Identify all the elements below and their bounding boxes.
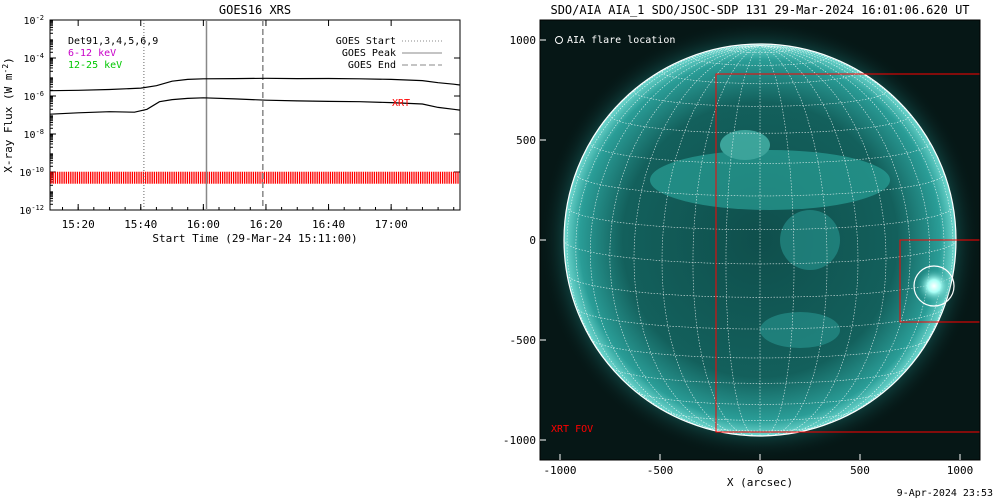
xrt-observation-band: [50, 171, 459, 184]
active-region-north: [720, 130, 770, 160]
goes-x-tick-label: 16:00: [187, 218, 220, 231]
aia-y-axis: -1000 -500 0 500 1000: [503, 34, 546, 447]
grid-longitude-line: [759, 45, 945, 426]
goes-y-tick-exp: -4: [36, 52, 44, 60]
aia-y-tick-label: 0: [529, 234, 536, 247]
grid-latitude-line: [610, 366, 910, 384]
aia-y-tick-label: 500: [516, 134, 536, 147]
goes-y-tick-base: 10: [19, 206, 31, 217]
goes-legend-left-item: Det91,3,4,5,6,9: [68, 36, 158, 47]
goes-x-tick-label: 17:00: [375, 218, 408, 231]
grid-longitude-line: [589, 45, 761, 432]
aia-x-axis: -1000 -500 0 500 1000: [543, 454, 973, 477]
goes-y-tick-label: 10-12: [19, 204, 44, 217]
aia-x-tick-label: 1000: [947, 464, 974, 477]
grid-longitude-line: [564, 45, 761, 241]
goes-long-channel-line: [50, 77, 460, 92]
heliographic-grid: [564, 45, 956, 436]
goes-y-tick-exp: -6: [36, 90, 44, 98]
goes-y-tick-exp: -8: [36, 128, 44, 136]
goes-short-channel-line: [50, 97, 460, 115]
aia-x-tick-label: 0: [757, 464, 764, 477]
grid-latitude-line: [633, 90, 887, 107]
goes-legend-left-item: 6-12 keV: [68, 48, 116, 59]
xrt-label: XRT: [392, 98, 410, 109]
goes-y-tick-label: 10-4: [24, 52, 44, 65]
goes-y-tick-exp: -12: [31, 204, 44, 212]
active-region-south: [760, 312, 840, 348]
aia-y-tick-label: -1000: [503, 434, 536, 447]
grid-longitude-line: [759, 45, 795, 436]
aia-x-tick-label: -500: [647, 464, 674, 477]
goes-x-tick-label: 15:40: [124, 218, 157, 231]
aia-flare-location-marker: [913, 265, 955, 307]
goes-time-markers: [143, 20, 264, 210]
aia-y-tick-label: -500: [510, 334, 537, 347]
goes-x-tick-label: 15:20: [62, 218, 95, 231]
goes-x-tick-label: 16:40: [312, 218, 345, 231]
active-region-center: [780, 210, 840, 270]
grid-longitude-line: [575, 45, 761, 426]
goes-y-tick-exp: -2: [36, 14, 44, 22]
goes-y-tick-label: 10-2: [24, 14, 44, 27]
xrt-fov-large: [715, 73, 980, 433]
goes-y-tick-base: 10: [24, 16, 36, 27]
grid-longitude-line: [661, 45, 761, 436]
active-region-band: [650, 150, 890, 210]
goes-legend-right-item: GOES Start: [336, 36, 396, 47]
goes-legend-left-item: 12-25 keV: [68, 60, 122, 71]
xrt-fov-label: XRT FOV: [551, 424, 593, 435]
flare-brightening: [916, 268, 952, 304]
grid-latitude-line: [590, 142, 930, 164]
grid-longitude-line: [759, 45, 911, 434]
goes-title: GOES16 XRS: [219, 3, 291, 17]
goes-y-tick-label: 10-6: [24, 90, 44, 103]
goes-legend-right-item: GOES Peak: [342, 48, 396, 59]
grid-latitude-line: [566, 274, 954, 298]
grid-longitude-line: [759, 45, 931, 432]
grid-latitude-line: [696, 425, 824, 432]
footer-date: 9-Apr-2024 23:53: [897, 488, 993, 499]
goes-y-tick-exp: -10: [31, 166, 44, 174]
goes-series-group: [50, 77, 460, 115]
goes-y-tick-label: 10-10: [19, 166, 44, 179]
grid-latitude-line: [609, 115, 911, 134]
goes-x-axis: 15:20 15:40 16:00 16:20 16:40 17:00: [62, 20, 455, 231]
grid-longitude-line: [759, 45, 828, 436]
aia-y-tick-label: 1000: [510, 34, 537, 47]
aia-legend-text: AIA flare location: [567, 35, 675, 46]
goes-x-tick-label: 16:20: [249, 218, 282, 231]
grid-longitude-line: [759, 45, 956, 241]
xrt-fov-small: [899, 239, 980, 323]
grid-longitude-line: [759, 45, 859, 436]
grid-longitude-line: [725, 45, 761, 436]
goes-y-tick-base: 10: [24, 92, 36, 103]
aia-x-label: X (arcsec): [727, 476, 793, 489]
aia-x-tick-label: -1000: [543, 464, 576, 477]
grid-latitude-line: [661, 71, 859, 84]
grid-longitude-line: [609, 45, 761, 434]
grid-latitude-line: [635, 391, 885, 405]
goes-x-label: Start Time (29-Mar-24 15:11:00): [152, 232, 357, 245]
aia-x-tick-label: 500: [850, 464, 870, 477]
aia-image-panel: SDO/AIA AIA_1 SDO/JSOC-SDP 131 29-Mar-20…: [503, 3, 981, 489]
goes-legend-right-item: GOES End: [348, 60, 396, 71]
grid-latitude-line: [564, 239, 956, 265]
goes-y-tick-base: 10: [24, 54, 36, 65]
goes-y-tick-label: 10-8: [24, 128, 44, 141]
goes-y-tick-base: 10: [24, 130, 36, 141]
goes-plot-frame: [49, 19, 461, 211]
aia-legend-circle-icon: [555, 36, 563, 44]
grid-longitude-line: [692, 45, 761, 436]
aia-title: SDO/AIA AIA_1 SDO/JSOC-SDP 131 29-Mar-20…: [550, 3, 969, 17]
goes-y-label: X-ray Flux (W m-2): [1, 57, 16, 173]
goes-y-tick-base: 10: [19, 168, 31, 179]
grid-latitude-line: [576, 307, 944, 330]
